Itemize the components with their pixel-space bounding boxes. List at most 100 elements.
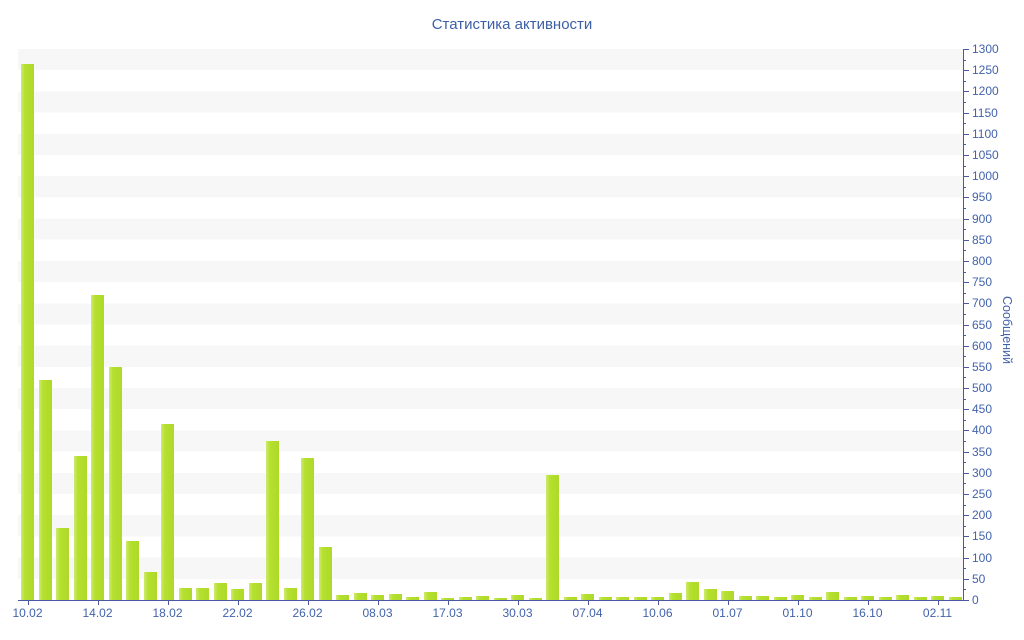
y-tick-label: 0 bbox=[972, 593, 979, 607]
x-tick bbox=[167, 600, 169, 605]
y-major-tick bbox=[963, 494, 969, 496]
x-tick-label: 17.03 bbox=[432, 606, 463, 620]
bar bbox=[91, 294, 104, 600]
y-minor-tick bbox=[963, 59, 966, 61]
y-tick-label: 1150 bbox=[972, 105, 998, 120]
x-tick-label: 07.04 bbox=[572, 606, 603, 620]
y-minor-tick bbox=[963, 165, 966, 167]
y-major-tick bbox=[963, 218, 969, 220]
y-minor-tick bbox=[963, 419, 966, 421]
y-major-tick bbox=[963, 578, 969, 580]
y-minor-tick bbox=[963, 377, 966, 379]
y-major-tick bbox=[963, 303, 969, 305]
y-major-tick bbox=[963, 600, 969, 601]
x-tick-label: 10.06 bbox=[642, 606, 673, 620]
y-minor-tick bbox=[963, 250, 966, 252]
plot-area bbox=[18, 49, 964, 601]
y-minor-tick bbox=[963, 568, 966, 570]
bar bbox=[493, 597, 507, 600]
x-tick bbox=[27, 600, 29, 605]
y-tick-label: 250 bbox=[972, 487, 993, 502]
x-tick-label: 10.02 bbox=[12, 606, 43, 620]
bar bbox=[143, 572, 157, 600]
y-major-tick bbox=[963, 260, 969, 262]
bar bbox=[546, 474, 559, 600]
y-minor-tick bbox=[963, 144, 966, 146]
y-tick-label: 1300 bbox=[972, 42, 999, 56]
bar bbox=[318, 547, 332, 600]
bar bbox=[108, 366, 122, 600]
x-tick bbox=[797, 600, 799, 605]
x-tick-label: 18.02 bbox=[152, 606, 183, 620]
y-tick-label: 300 bbox=[972, 465, 993, 480]
bar bbox=[773, 597, 787, 600]
y-axis-title: Сообщений bbox=[1000, 295, 1014, 365]
bar bbox=[948, 597, 962, 600]
y-minor-tick bbox=[963, 525, 966, 527]
bar bbox=[476, 595, 489, 600]
y-major-tick bbox=[963, 91, 969, 93]
y-tick-label: 350 bbox=[972, 444, 993, 459]
y-major-tick bbox=[963, 515, 969, 517]
y-minor-tick bbox=[963, 589, 966, 591]
x-tick bbox=[587, 600, 589, 605]
bar bbox=[826, 592, 839, 600]
x-tick bbox=[727, 600, 729, 605]
x-tick-label: 16.10 bbox=[852, 606, 883, 620]
bar bbox=[371, 594, 384, 600]
y-major-tick bbox=[963, 472, 969, 474]
y-major-tick bbox=[963, 324, 969, 326]
bar bbox=[738, 595, 752, 600]
x-tick bbox=[657, 600, 659, 605]
y-tick-label: 800 bbox=[972, 253, 993, 268]
y-minor-tick bbox=[963, 207, 966, 209]
y-minor-tick bbox=[963, 462, 966, 464]
bar bbox=[283, 588, 297, 600]
bar bbox=[668, 592, 682, 600]
y-minor-tick bbox=[963, 313, 966, 315]
bar bbox=[756, 595, 769, 600]
y-minor-tick bbox=[963, 292, 966, 294]
y-tick-label: 1000 bbox=[972, 169, 999, 184]
y-major-tick bbox=[963, 409, 969, 411]
y-minor-tick bbox=[963, 229, 966, 231]
x-tick bbox=[377, 600, 379, 605]
y-major-tick bbox=[963, 451, 969, 453]
y-minor-tick bbox=[963, 504, 966, 506]
y-major-tick bbox=[963, 282, 969, 284]
x-tick bbox=[237, 600, 239, 605]
bar bbox=[511, 594, 524, 600]
y-major-tick bbox=[963, 154, 969, 156]
y-minor-tick bbox=[963, 123, 966, 125]
x-tick bbox=[307, 600, 309, 605]
x-tick bbox=[97, 600, 99, 605]
chart-title: Статистика активности bbox=[431, 16, 593, 33]
y-tick-label: 1200 bbox=[972, 84, 999, 99]
bar bbox=[178, 588, 192, 600]
y-minor-tick bbox=[963, 441, 966, 443]
y-tick-label: 150 bbox=[972, 529, 993, 544]
bar bbox=[721, 590, 734, 600]
bar bbox=[56, 527, 69, 600]
y-tick-label: 100 bbox=[972, 550, 993, 565]
y-minor-tick bbox=[963, 483, 966, 485]
y-major-tick bbox=[963, 388, 969, 390]
x-tick-label: 02.11 bbox=[922, 606, 953, 620]
y-minor-tick bbox=[963, 186, 966, 188]
bar bbox=[896, 594, 909, 600]
bar bbox=[791, 594, 804, 600]
bar bbox=[563, 596, 577, 600]
bar bbox=[633, 596, 647, 600]
y-tick-label: 850 bbox=[972, 232, 993, 247]
bar bbox=[861, 596, 874, 600]
y-major-tick bbox=[963, 345, 969, 347]
bar bbox=[616, 597, 629, 600]
bar bbox=[353, 593, 367, 600]
bar bbox=[703, 588, 717, 600]
y-major-tick bbox=[963, 49, 969, 50]
x-tick-label: 01.07 bbox=[712, 606, 743, 620]
bar bbox=[686, 582, 699, 600]
bar bbox=[913, 597, 927, 600]
bar bbox=[931, 595, 944, 600]
bar bbox=[528, 597, 542, 600]
